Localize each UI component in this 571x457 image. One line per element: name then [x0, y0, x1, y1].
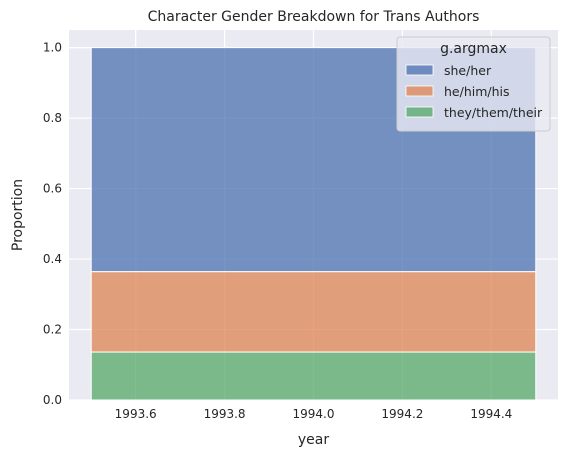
x-tick-label: 1993.8	[204, 407, 246, 421]
legend: g.argmax she/her he/him/his they/them/thei…	[396, 36, 551, 132]
x-tick-label: 1993.6	[115, 407, 157, 421]
x-tick-label: 1994.0	[293, 407, 335, 421]
area-they-them-their	[90, 351, 537, 401]
y-tick-label: 1.0	[43, 41, 62, 55]
legend-box	[396, 36, 551, 132]
legend-swatch	[405, 64, 434, 76]
y-tick-label: 0.6	[43, 182, 62, 196]
x-tick-label: 1994.4	[470, 407, 512, 421]
legend-label: they/them/their	[444, 105, 543, 120]
y-tick-label: 0.0	[43, 393, 62, 407]
y-tick-label: 0.2	[43, 323, 62, 337]
legend-swatch	[405, 106, 434, 118]
legend-label: she/her	[444, 63, 492, 78]
y-axis-label: Proportion	[10, 179, 26, 251]
x-tick-label: 1994.2	[381, 407, 423, 421]
chart-title: Character Gender Breakdown for Trans Aut…	[148, 9, 480, 25]
legend-title: g.argmax	[440, 41, 507, 57]
legend-swatch	[405, 85, 434, 97]
area-he-him-his	[90, 271, 537, 353]
y-tick-label: 0.4	[43, 252, 62, 266]
tick-labels: 1993.6 1993.8 1994.0 1994.2 1994.4 0.0 0.2 0.4 0…	[43, 41, 512, 421]
y-tick-label: 0.8	[43, 111, 62, 125]
legend-items: she/her he/him/his they/them/their	[405, 63, 543, 120]
x-axis-label: year	[298, 432, 329, 448]
legend-label: he/him/his	[444, 84, 510, 99]
